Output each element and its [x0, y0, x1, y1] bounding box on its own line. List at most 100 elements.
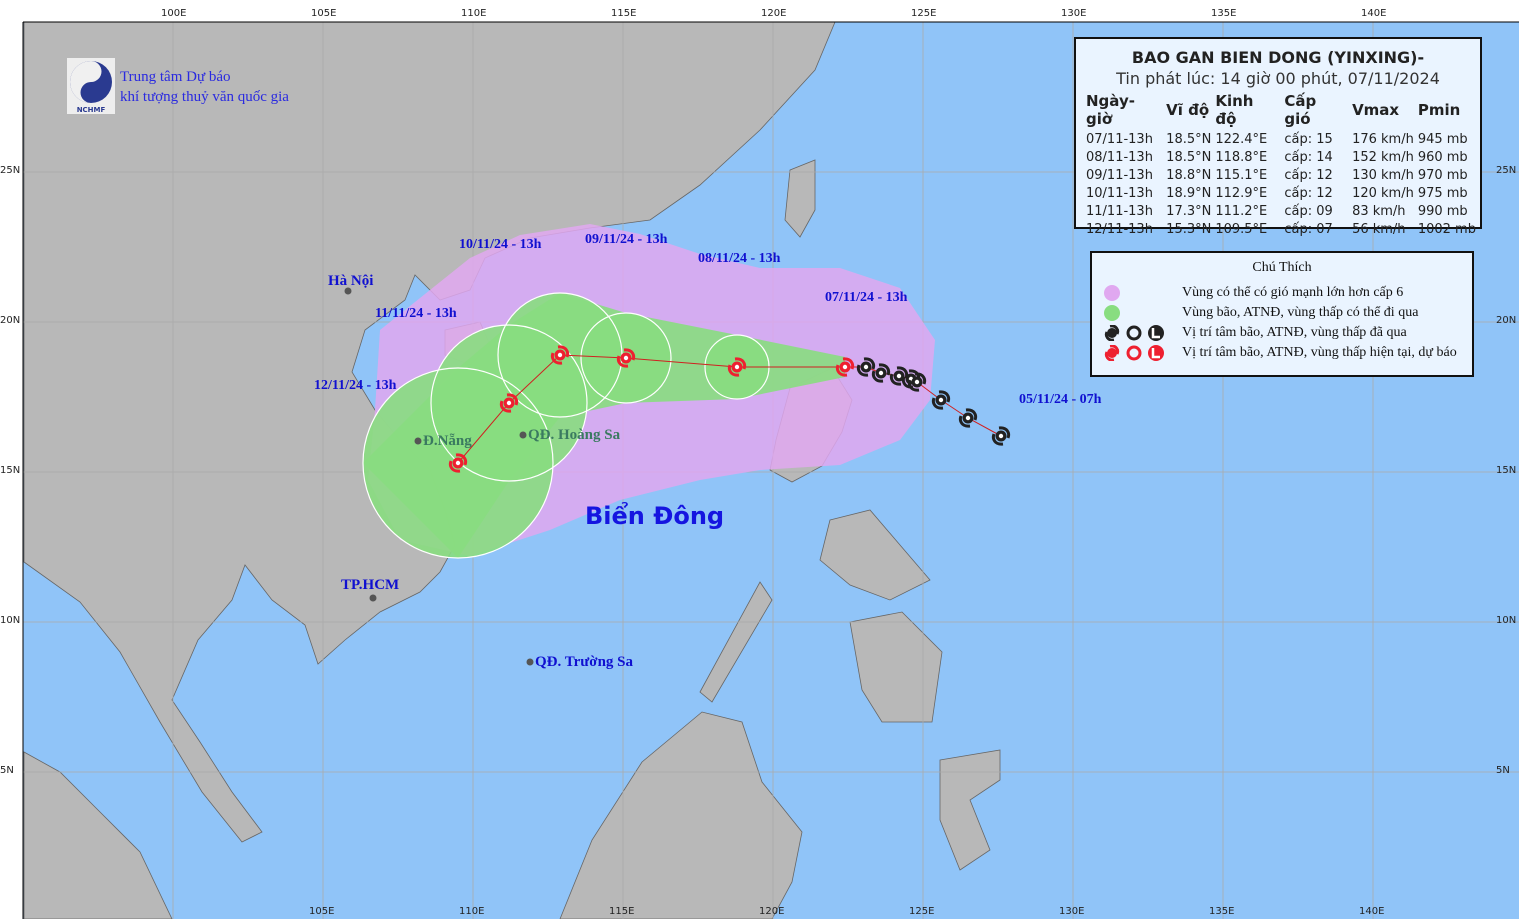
lat-tick-label: 10N	[0, 615, 21, 626]
forecast-storm-icon	[550, 345, 570, 365]
storm-eye	[896, 373, 902, 379]
table-cell: 12/11-13h	[1086, 222, 1153, 237]
lat-tick-label: 25N	[1496, 165, 1517, 176]
storm-eye	[455, 460, 461, 466]
table-cell: 152 km/h	[1352, 150, 1414, 165]
table-cell: 83 km/h	[1352, 204, 1406, 219]
column-header: Pmin	[1417, 101, 1461, 119]
table-cell: 120 km/h	[1352, 186, 1414, 201]
lon-tick-label: 105E	[311, 8, 337, 19]
lon-tick-label: 135E	[1211, 8, 1237, 19]
table-cell: cấp: 12	[1284, 186, 1333, 201]
spiral-arm	[958, 408, 978, 428]
storm-eye	[842, 364, 848, 370]
table-cell: 10/11-13h	[1086, 186, 1153, 201]
spiral-arm	[871, 363, 891, 383]
storm-eye	[914, 379, 920, 385]
table-cell: 109.5°E	[1215, 222, 1268, 237]
zone-swatch-icon	[1104, 305, 1174, 321]
storm-eye	[734, 364, 740, 370]
forecast-storm-icon	[448, 453, 468, 473]
lon-tick-label: 110E	[461, 8, 487, 19]
lat-tick-label: 20N	[0, 315, 21, 326]
table-cell: 111.2°E	[1215, 204, 1268, 219]
storm-eye	[557, 352, 563, 358]
legend: Chú Thích Vùng có thể có gió mạnh lớn hơ…	[1090, 251, 1474, 377]
table-cell: 118.8°E	[1215, 150, 1268, 165]
table-cell: 945 mb	[1417, 132, 1468, 147]
place-marker	[414, 437, 422, 445]
table-cell: cấp: 09	[1284, 204, 1333, 219]
table-cell: cấp: 15	[1284, 132, 1333, 147]
track-time-label: 08/11/24 - 13h	[698, 251, 781, 266]
place-label: Đ.Nẵng	[423, 433, 472, 449]
storm-eye	[623, 355, 629, 361]
spiral-arm	[499, 393, 519, 413]
place-label: Hà Nội	[328, 273, 374, 289]
spiral-arm	[991, 426, 1011, 446]
table-cell: 56 km/h	[1352, 222, 1406, 237]
place-marker	[369, 594, 377, 602]
issued-time: Tin phát lúc: 14 giờ 00 phút, 07/11/2024	[1116, 69, 1440, 88]
lon-tick-label: 115E	[611, 8, 637, 19]
table-row: 09/11-13h 18.8°N 115.1°E cấp: 12 130 km/h 970…	[1086, 167, 1480, 185]
legend-item: Vị trí tâm bão, ATNĐ, vùng thấp đã qua	[1104, 323, 1407, 343]
storm-eye	[938, 397, 944, 403]
table-cell: 960 mb	[1417, 150, 1468, 165]
past-storm-icon	[991, 426, 1011, 446]
lon-tick-label: 130E	[1061, 8, 1087, 19]
legend-text: Vị trí tâm bão, ATNĐ, vùng thấp hiện tại…	[1182, 345, 1457, 360]
spiral-arm	[835, 357, 855, 377]
past-storm-icon	[871, 363, 891, 383]
place-label: TP.HCM	[341, 577, 400, 593]
forecast-storm-icon	[616, 348, 636, 368]
table-cell: 15.3°N	[1166, 222, 1212, 237]
forecast-storm-icon	[835, 357, 855, 377]
mindanao	[849, 611, 943, 723]
sulawesi	[939, 749, 1001, 871]
column-header: Ngày-giờ	[1086, 92, 1135, 128]
table-row: 10/11-13h 18.9°N 112.9°E cấp: 12 120 km/h 975…	[1086, 185, 1480, 203]
legend-item: Vùng bão, ATNĐ, vùng thấp có thể đi qua	[1104, 303, 1418, 323]
column-header: Kinh độ	[1215, 92, 1254, 128]
legend-title: Chú Thích	[1252, 260, 1312, 275]
spiral-arm	[616, 348, 636, 368]
table-cell: 122.4°E	[1215, 132, 1268, 147]
forecast-track-line	[457, 354, 845, 464]
lon-tick-label: 130E	[1059, 906, 1085, 917]
place-label: QĐ. Hoàng Sa	[528, 427, 621, 443]
track-time-label: 05/11/24 - 07h	[1019, 392, 1102, 407]
place-label: QĐ. Trường Sa	[535, 654, 634, 670]
past-storm-icon	[889, 366, 909, 386]
spiral-arm	[856, 357, 876, 377]
lat-tick-label: 25N	[0, 165, 21, 176]
table-cell: cấp: 07	[1284, 222, 1333, 237]
lon-tick-label: 120E	[761, 8, 787, 19]
table-cell: 17.3°N	[1166, 204, 1212, 219]
lon-tick-label: 100E	[161, 8, 187, 19]
table-row: 08/11-13h 18.5°N 118.8°E cấp: 14 152 km/h 960…	[1086, 149, 1480, 167]
storm-symbols-icon	[1104, 345, 1174, 361]
forecast-storm-icon	[727, 357, 747, 377]
storm-eye	[506, 400, 512, 406]
table-cell: 08/11-13h	[1086, 150, 1153, 165]
organization-name: Trung tâm Dự báo khí tượng thuỷ văn quốc …	[120, 67, 289, 107]
storm-eye	[998, 433, 1004, 439]
forecast-table: Ngày-giờ Vĩ độ Kinh độ Cấp gió Vmax Pmin 07/11…	[1086, 92, 1480, 239]
table-cell: 176 km/h	[1352, 132, 1414, 147]
lon-tick-label: 125E	[911, 8, 937, 19]
legend-text: Vùng bão, ATNĐ, vùng thấp có thể đi qua	[1182, 305, 1419, 320]
table-cell: 970 mb	[1417, 168, 1468, 183]
table-cell: 18.5°N	[1166, 132, 1212, 147]
track-time-label: 07/11/24 - 13h	[825, 290, 908, 305]
lon-tick-label: 140E	[1359, 906, 1385, 917]
taiwan	[784, 159, 816, 238]
track-time-label: 09/11/24 - 13h	[585, 232, 668, 247]
lon-tick-label: 110E	[459, 906, 485, 917]
past-storm-icon	[931, 390, 951, 410]
table-cell: 18.9°N	[1166, 186, 1212, 201]
table-cell: 11/11-13h	[1086, 204, 1153, 219]
forecast-circle	[580, 312, 672, 404]
zone-swatch-icon	[1104, 285, 1174, 301]
lon-tick-label: 120E	[759, 906, 785, 917]
